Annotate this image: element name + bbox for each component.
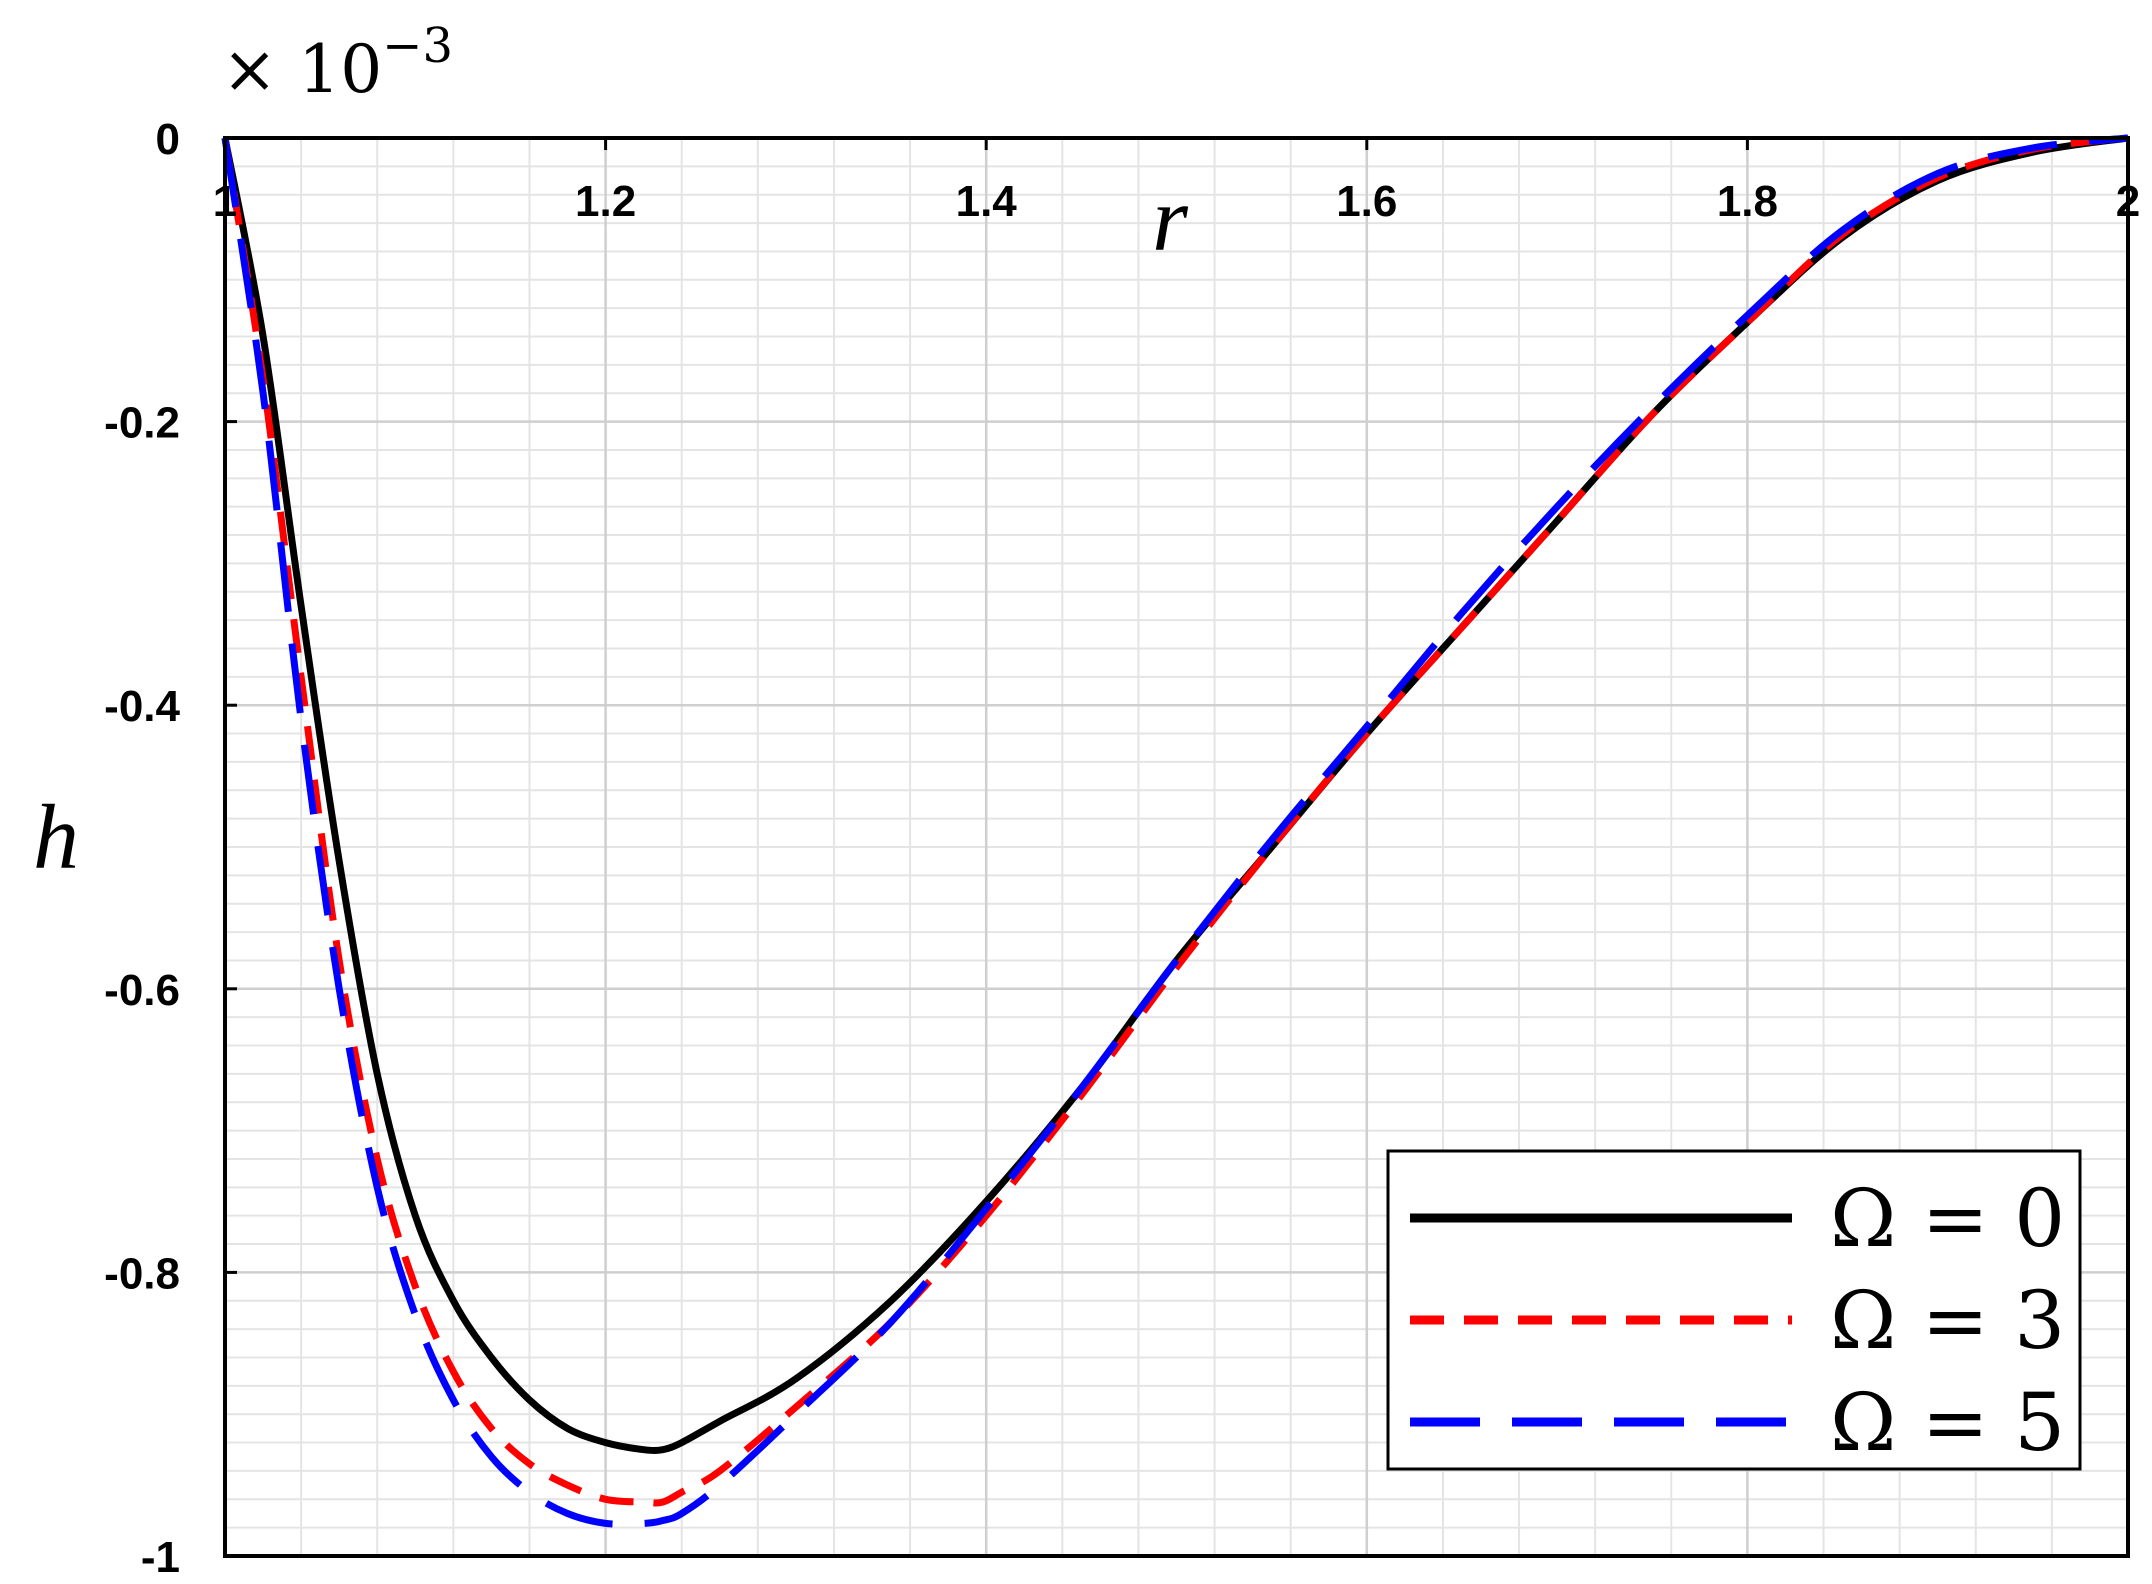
x-tick-label: 1.8 (1717, 177, 1778, 226)
y-tick-label: -0.2 (104, 399, 180, 448)
y-tick-label: -1 (141, 1533, 180, 1582)
x-axis-label: r (1152, 168, 1189, 270)
y-tick-label: -0.4 (104, 682, 180, 731)
series-layer (221, 134, 2129, 1528)
legend-box (1386, 1149, 2082, 1471)
legend-entry-label: Ω = 5 (1830, 1376, 2065, 1469)
legend-entry-label: Ω = 0 (1830, 1172, 2065, 1265)
y-tick-label: 0 (156, 115, 180, 164)
legend-entry-label: Ω = 3 (1830, 1274, 2065, 1367)
plot-frame (223, 136, 2130, 1558)
legend: Ω = 0Ω = 3Ω = 5 (1386, 1149, 2082, 1471)
y-tick-label: -0.8 (104, 1249, 180, 1298)
y-axis-label: h (33, 786, 79, 888)
x-axis-ticks: 1 1.2 1.4 1.6 1.8 2 (213, 138, 2140, 226)
series-line-omega-2 (221, 134, 2129, 1528)
y-multiplier-label: × 10−3 (222, 18, 453, 108)
x-tick-label: 1 (213, 177, 237, 226)
x-tick-label: 1.6 (1336, 177, 1397, 226)
x-tick-label: 1.4 (956, 177, 1018, 226)
y-tick-label: -0.6 (104, 966, 180, 1015)
y-axis-ticks: 0 -0.2 -0.4 -0.6 -0.8 -1 (104, 115, 237, 1582)
series-line-omega-1 (221, 134, 2129, 1507)
y-multiplier-exponent: −3 (382, 18, 453, 74)
x-tick-label: 1.2 (575, 177, 636, 226)
y-multiplier-base: × 10 (222, 31, 382, 108)
x-tick-label: 2 (2116, 177, 2140, 226)
